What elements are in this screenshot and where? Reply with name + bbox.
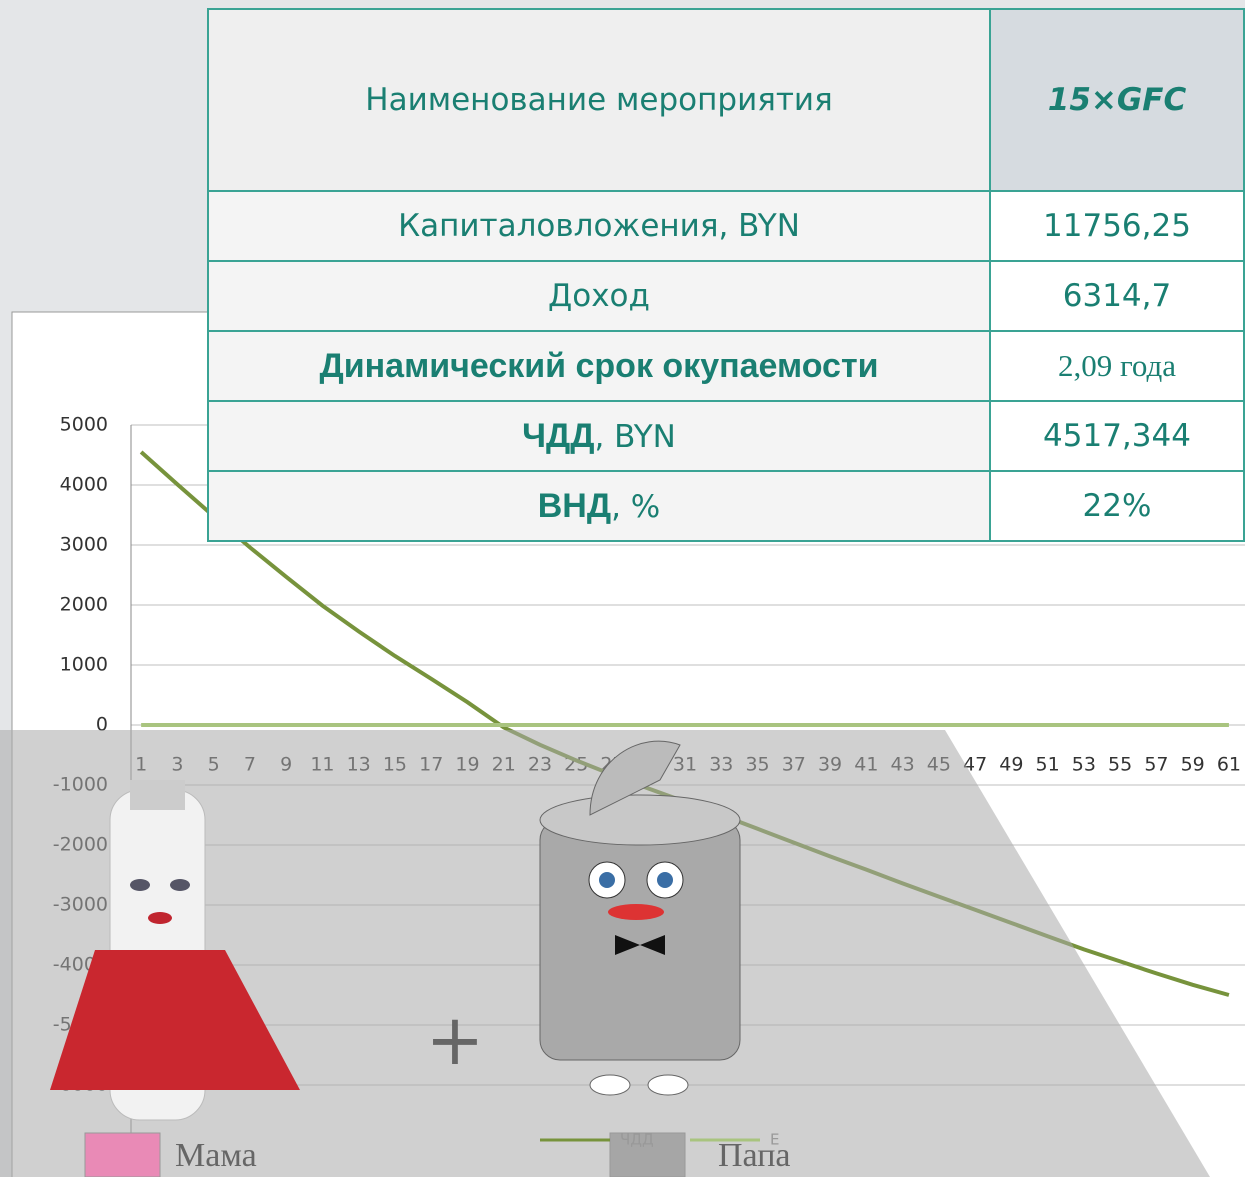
- legend-swatch: [85, 1133, 160, 1177]
- table-row: Капиталовложения, BYN 11756,25: [208, 191, 1244, 261]
- table-row: Доход 6314,7: [208, 261, 1244, 331]
- row-value: 2,09 года: [990, 331, 1244, 401]
- row-label: ВНД, %: [208, 471, 990, 541]
- row-value: 6314,7: [990, 261, 1244, 331]
- legend-label: Папа: [718, 1137, 790, 1174]
- x-tick-label: 55: [1108, 754, 1132, 776]
- x-tick-label: 53: [1072, 754, 1096, 776]
- label-bold: Динамический срок окупаемости: [320, 347, 879, 385]
- label-text: , BYN: [594, 419, 675, 455]
- label-text: , %: [611, 489, 660, 525]
- x-tick-label: 61: [1217, 754, 1241, 776]
- row-label: Динамический срок окупаемости: [208, 331, 990, 401]
- legend-label: Мама: [175, 1137, 257, 1174]
- x-tick-label: 51: [1036, 754, 1060, 776]
- y-tick-label: 2000: [60, 594, 108, 616]
- row-label: Капиталовложения, BYN: [208, 191, 990, 261]
- x-tick-label: 57: [1144, 754, 1168, 776]
- row-label: ЧДД, BYN: [208, 401, 990, 471]
- x-tick-label: 59: [1181, 754, 1205, 776]
- row-value: 22%: [990, 471, 1244, 541]
- plus: +: [426, 999, 485, 1081]
- row-value: 11756,25: [990, 191, 1244, 261]
- header-cell: Наименование мероприятия: [208, 9, 990, 191]
- header-cell: 15×GFC: [990, 9, 1244, 191]
- table-row: Динамический срок окупаемости 2,09 года: [208, 331, 1244, 401]
- table-header: Наименование мероприятия 15×GFC: [208, 9, 1244, 191]
- row-label: Доход: [208, 261, 990, 331]
- y-tick-label: 4000: [60, 474, 108, 496]
- legend-series-label: Е: [770, 1131, 779, 1149]
- table-row: ВНД, %22%: [208, 471, 1244, 541]
- legend-series-label: ЧДД: [620, 1131, 654, 1149]
- table: Наименование мероприятия 15×GFC Капитало…: [207, 8, 1245, 542]
- label-bold: ЧДД: [522, 417, 594, 455]
- label-text: Капиталовложения, BYN: [398, 208, 800, 244]
- slide: 500040003000200010000-1000-2000-3000-400…: [0, 0, 1245, 1177]
- y-tick-label: 3000: [60, 534, 108, 556]
- x-tick-label: 49: [999, 754, 1023, 776]
- row-value: 4517,344: [990, 401, 1244, 471]
- y-tick-label: 1000: [60, 654, 108, 676]
- label-bold: ВНД: [538, 487, 611, 525]
- label-text: Доход: [548, 278, 650, 314]
- y-tick-label: 5000: [60, 414, 108, 436]
